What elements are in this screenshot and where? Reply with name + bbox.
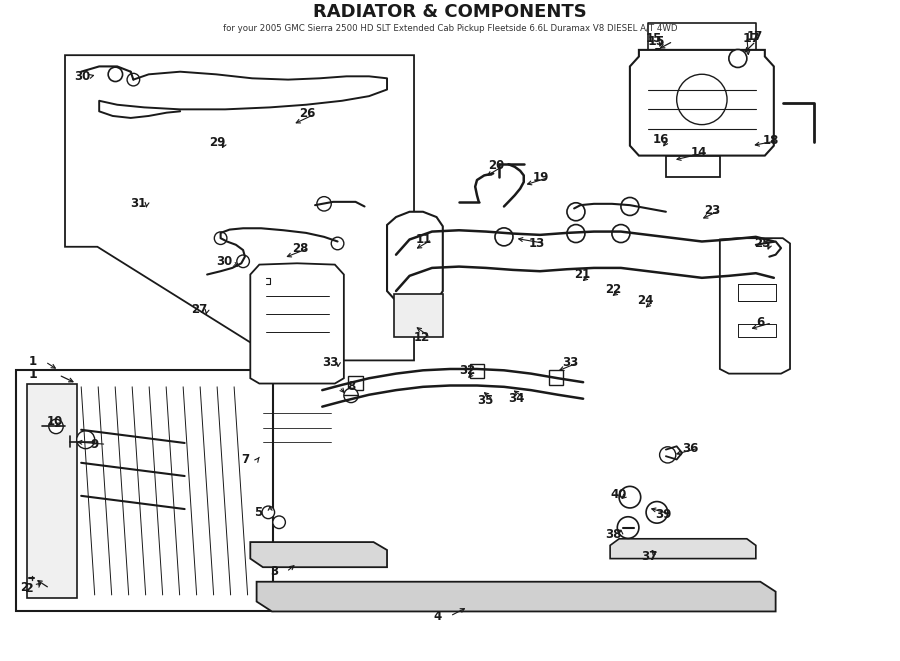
Circle shape bbox=[273, 516, 285, 529]
Polygon shape bbox=[256, 582, 776, 611]
Circle shape bbox=[760, 251, 778, 268]
Text: 40: 40 bbox=[610, 488, 626, 501]
Bar bbox=[549, 370, 563, 385]
Polygon shape bbox=[250, 263, 344, 383]
Text: 9: 9 bbox=[90, 438, 98, 451]
Text: 15: 15 bbox=[646, 32, 662, 45]
Text: 2: 2 bbox=[20, 580, 28, 594]
Text: 8: 8 bbox=[347, 380, 356, 393]
Text: 3: 3 bbox=[270, 565, 278, 578]
Text: 37: 37 bbox=[641, 550, 657, 563]
Text: RADIATOR & COMPONENTS: RADIATOR & COMPONENTS bbox=[313, 3, 587, 20]
Text: 21: 21 bbox=[574, 268, 590, 281]
Text: 1: 1 bbox=[29, 368, 38, 381]
Text: 27: 27 bbox=[191, 303, 207, 316]
Circle shape bbox=[76, 431, 94, 449]
Text: 39: 39 bbox=[655, 508, 671, 521]
Text: 32: 32 bbox=[459, 364, 475, 377]
Text: 26: 26 bbox=[299, 108, 315, 120]
Text: 36: 36 bbox=[682, 442, 698, 455]
Polygon shape bbox=[720, 238, 790, 373]
Polygon shape bbox=[610, 539, 756, 559]
Circle shape bbox=[660, 447, 676, 463]
Circle shape bbox=[237, 255, 249, 268]
Text: 30: 30 bbox=[216, 254, 232, 268]
Text: 10: 10 bbox=[47, 415, 63, 428]
Circle shape bbox=[729, 50, 747, 67]
Polygon shape bbox=[250, 542, 387, 567]
Text: 34: 34 bbox=[508, 391, 525, 405]
Text: 20: 20 bbox=[488, 159, 504, 172]
Text: 30: 30 bbox=[74, 70, 90, 83]
Polygon shape bbox=[27, 383, 76, 598]
Text: 13: 13 bbox=[529, 237, 545, 250]
Circle shape bbox=[646, 502, 668, 523]
Text: 38: 38 bbox=[605, 527, 621, 541]
Circle shape bbox=[617, 517, 639, 538]
Polygon shape bbox=[394, 294, 443, 337]
Bar bbox=[348, 375, 363, 390]
Circle shape bbox=[612, 225, 630, 243]
Circle shape bbox=[262, 506, 274, 519]
Text: 15: 15 bbox=[648, 35, 665, 48]
Circle shape bbox=[317, 196, 331, 211]
Circle shape bbox=[567, 203, 585, 221]
Polygon shape bbox=[666, 155, 720, 176]
Text: 16: 16 bbox=[652, 133, 669, 145]
Text: 22: 22 bbox=[605, 283, 621, 296]
Circle shape bbox=[677, 74, 727, 125]
Text: 6: 6 bbox=[756, 316, 764, 329]
Text: 7: 7 bbox=[241, 453, 249, 466]
Circle shape bbox=[49, 419, 63, 434]
Text: 14: 14 bbox=[691, 146, 707, 159]
Text: 28: 28 bbox=[292, 241, 309, 254]
Text: 2: 2 bbox=[24, 582, 33, 595]
Polygon shape bbox=[16, 370, 273, 611]
Circle shape bbox=[344, 388, 358, 403]
Text: 17: 17 bbox=[747, 30, 763, 43]
Text: 12: 12 bbox=[414, 330, 430, 344]
Text: 25: 25 bbox=[754, 237, 770, 250]
Text: 29: 29 bbox=[209, 136, 225, 149]
Circle shape bbox=[495, 228, 513, 246]
Text: 5: 5 bbox=[254, 506, 262, 519]
Polygon shape bbox=[65, 55, 414, 360]
Polygon shape bbox=[387, 212, 443, 305]
Bar bbox=[470, 364, 484, 378]
Text: 11: 11 bbox=[416, 233, 432, 246]
Text: 33: 33 bbox=[322, 356, 338, 369]
Circle shape bbox=[108, 67, 122, 81]
Text: for your 2005 GMC Sierra 2500 HD SLT Extended Cab Pickup Fleetside 6.6L Duramax : for your 2005 GMC Sierra 2500 HD SLT Ext… bbox=[222, 24, 677, 33]
Circle shape bbox=[214, 232, 227, 245]
Text: 24: 24 bbox=[637, 294, 653, 307]
Circle shape bbox=[619, 486, 641, 508]
Polygon shape bbox=[630, 50, 774, 155]
Text: 1: 1 bbox=[29, 355, 37, 368]
Text: 17: 17 bbox=[742, 32, 760, 45]
Circle shape bbox=[567, 225, 585, 243]
Text: 19: 19 bbox=[533, 171, 549, 184]
Circle shape bbox=[621, 198, 639, 215]
Circle shape bbox=[331, 237, 344, 250]
Text: 35: 35 bbox=[477, 393, 493, 407]
Text: 4: 4 bbox=[434, 609, 442, 623]
Text: 18: 18 bbox=[763, 134, 779, 147]
Text: 33: 33 bbox=[562, 356, 579, 369]
Text: 31: 31 bbox=[130, 198, 147, 210]
Circle shape bbox=[127, 73, 140, 86]
Text: 23: 23 bbox=[704, 204, 720, 217]
